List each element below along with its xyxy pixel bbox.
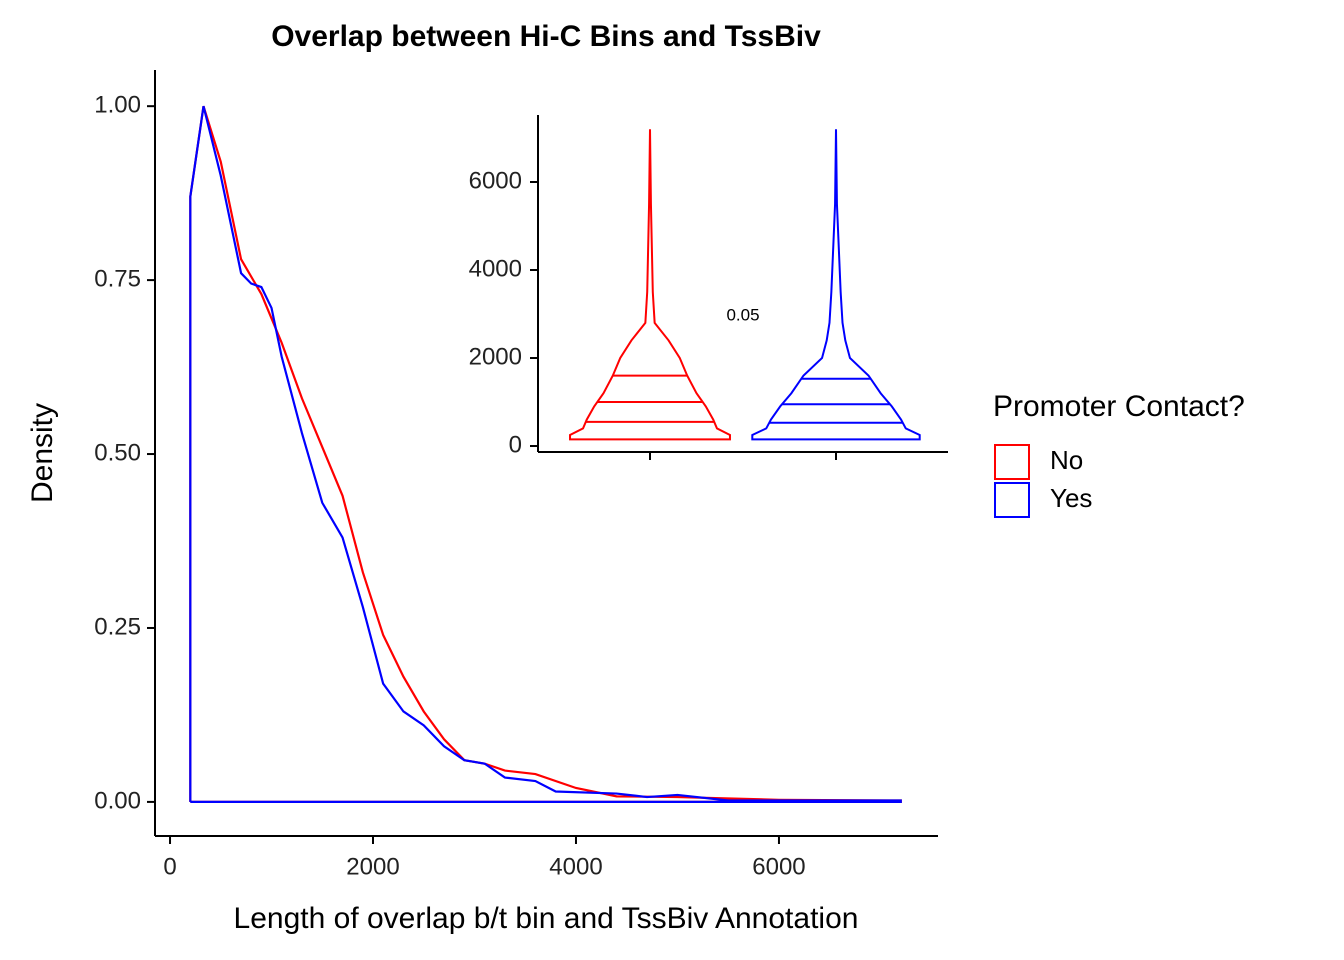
chart-title: Overlap between Hi-C Bins and TssBiv [271,20,821,53]
density-line [189,105,902,804]
annotation: 0.05 [726,305,759,324]
inset-y-tick-label: 2000 [469,343,522,370]
y-tick-label: 0.50 [94,439,141,466]
legend-label: No [1050,445,1083,475]
legend-title: Promoter Contact? [993,390,1245,423]
legend-key [994,482,1030,518]
x-tick-label: 2000 [346,853,399,880]
violin [569,129,731,441]
x-tick-label: 6000 [752,853,805,880]
y-tick-label: 0.25 [94,613,141,640]
inset-y-tick-label: 4000 [469,255,522,282]
violin [751,129,921,441]
inset-y-tick-label: 6000 [469,167,522,194]
inset-y-tick-label: 0 [509,431,522,458]
x-tick-label: 4000 [549,853,602,880]
legend-key [994,444,1030,480]
x-axis-title: Length of overlap b/t bin and TssBiv Ann… [234,902,859,935]
x-tick-label: 0 [163,853,176,880]
y-tick-label: 0.75 [94,265,141,292]
y-tick-label: 1.00 [94,92,141,119]
y-tick-label: 0.00 [94,787,141,814]
legend-label: Yes [1050,483,1092,513]
density-line [189,105,902,804]
y-axis-title: Density [26,403,59,503]
